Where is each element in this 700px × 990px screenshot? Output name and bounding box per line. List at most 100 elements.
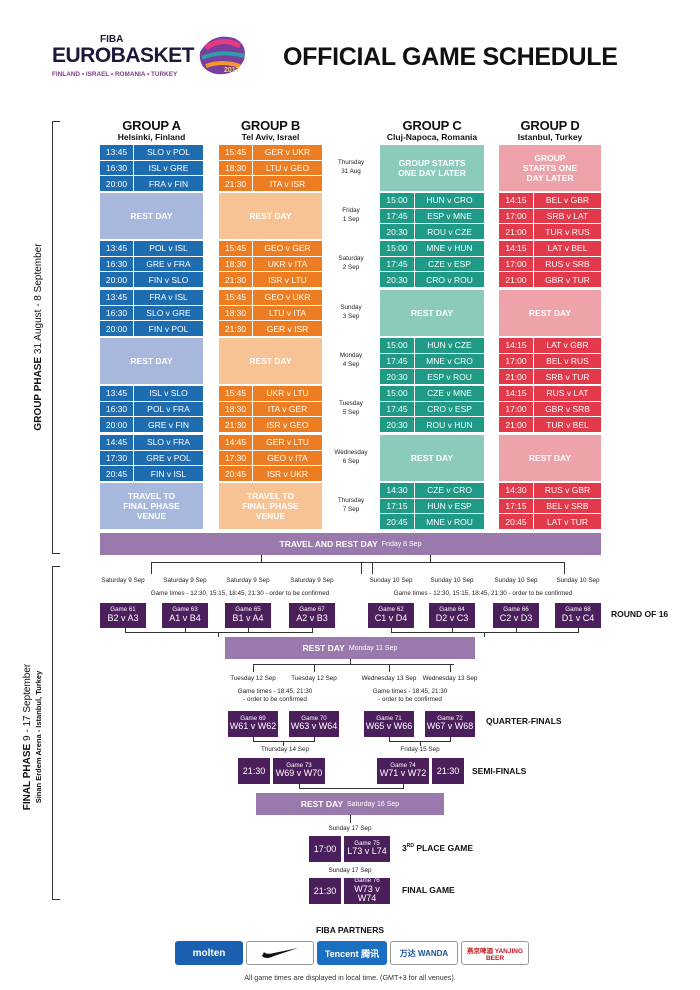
game-match[interactable]: ISL v GRE [134,160,203,176]
bracket-tick [52,553,60,554]
r16-game[interactable]: Game 65 B1 v A4 [225,603,271,628]
game-match[interactable]: ISL v SLO [134,386,203,401]
game-match[interactable]: ISR v LTU [253,272,322,287]
game-match[interactable]: GBR v TUR [534,272,601,287]
final-game-label: FINAL GAME [402,885,455,895]
game-match[interactable]: CRO v ESP [415,401,484,417]
bracket-line [430,555,431,563]
game-match[interactable]: ISR v UKR [253,466,322,481]
game-match[interactable]: ESP v ROU [415,369,484,384]
game-match[interactable]: FIN v ISL [134,466,203,481]
game-match[interactable]: UKR v ITA [253,256,322,272]
game-match[interactable]: POL v ISL [134,241,203,256]
game-match[interactable]: LAT v TUR [534,514,601,529]
final-game[interactable]: Game 76 W73 v W74 [344,877,390,904]
game-match[interactable]: GER v LTU [253,435,322,450]
game-match[interactable]: HUN v ESP [415,498,484,514]
game-match[interactable]: CZE v MNE [415,386,484,401]
day-label: Saturday 2 Sep [338,255,364,271]
game-match[interactable]: SLO v POL [134,145,203,160]
game-match[interactable]: RUS v SRB [534,256,601,272]
game-time: 13:45 [100,386,133,401]
game-match[interactable]: LAT v GBR [534,338,601,353]
game-match[interactable]: ROU v CZE [415,224,484,239]
game-match[interactable]: ESP v MNE [415,208,484,224]
game-time: 16:30 [100,160,133,176]
game-match[interactable]: GEO v GER [253,241,322,256]
qf-game[interactable]: Game 72 W67 v W68 [425,711,475,737]
game-match[interactable]: CZE v CRO [415,483,484,498]
game-time: 14:45 [219,435,252,450]
game-match[interactable]: CZE v ESP [415,256,484,272]
game-match[interactable]: ISR v GEO [253,417,322,432]
final-day: Sunday 17 Sep [328,867,372,874]
game-match[interactable]: FRA v ISL [134,290,203,305]
game-match[interactable]: GRE v FIN [134,417,203,432]
qf-game[interactable]: Game 69 W61 v W62 [228,711,278,737]
game-match[interactable]: ITA v ISR [253,176,322,191]
qf-game[interactable]: Game 70 W63 v W64 [289,711,339,737]
game-match[interactable]: SRB v LAT [534,208,601,224]
game-match[interactable]: TUR v RUS [534,224,601,239]
game-match[interactable]: GBR v SRB [534,401,601,417]
game-match[interactable]: SLO v GRE [134,305,203,321]
game-match[interactable]: HUN v CRO [415,193,484,208]
game-match[interactable]: GEO v ITA [253,450,322,466]
r16-game[interactable]: Game 67 A2 v B3 [289,603,335,628]
qf-game[interactable]: Game 71 W65 v W66 [364,711,414,737]
game-match[interactable]: SRB v TUR [534,369,601,384]
game-match[interactable]: GRE v POL [134,450,203,466]
r16-game[interactable]: Game 68 D1 v C4 [555,603,601,628]
r16-game[interactable]: Game 62 C1 v D4 [368,603,414,628]
game-time: 18:30 [219,160,252,176]
bracket-line [299,788,403,789]
game-match[interactable]: RUS v LAT [534,386,601,401]
bracket-line [361,562,564,563]
bracket-line [312,628,313,633]
game-match[interactable]: LTU v GEO [253,160,322,176]
game-match[interactable]: MNE v HUN [415,241,484,256]
game-match[interactable]: BEL v GBR [534,193,601,208]
game-match[interactable]: BEL v SRB [534,498,601,514]
game-match[interactable]: GEO v UKR [253,290,322,305]
game-time: 13:45 [100,290,133,305]
game-time: 20:30 [380,224,414,239]
game-time: 20:00 [100,272,133,287]
game-match[interactable]: GER v ISR [253,321,322,336]
game-match[interactable]: HUN v CZE [415,338,484,353]
game-match[interactable]: SLO v FRA [134,435,203,450]
game-match[interactable]: POL v FRA [134,401,203,417]
game-match[interactable]: ROU v HUN [415,417,484,432]
game-match[interactable]: MNE v CRO [415,353,484,369]
game-time: 17:00 [499,208,533,224]
basketball-logo-icon: 2017 [199,36,245,75]
game-match[interactable]: FIN v POL [134,321,203,336]
game-match[interactable]: TUR v BEL [534,417,601,432]
game-match[interactable]: FRA v FIN [134,176,203,191]
r16-day: Saturday 9 Sep [290,577,334,584]
game-match[interactable]: FIN v SLO [134,272,203,287]
third-place-game[interactable]: Game 75 L73 v L74 [344,836,390,862]
game-match[interactable]: ITA v GER [253,401,322,417]
r16-game[interactable]: Game 66 C2 v D3 [493,603,539,628]
r16-game[interactable]: Game 61 B2 v A3 [100,603,146,628]
game-match[interactable]: LAT v BEL [534,241,601,256]
sf-game-73[interactable]: Game 73 W69 v W70 [273,758,325,784]
game-time: 18:30 [219,401,252,417]
r16-day: Saturday 9 Sep [163,577,207,584]
bracket-line [450,664,451,672]
game-match[interactable]: RUS v GBR [534,483,601,498]
game-match[interactable]: BEL v RUS [534,353,601,369]
game-match[interactable]: MNE v ROU [415,514,484,529]
r16-game[interactable]: Game 63 A1 v B4 [162,603,208,628]
game-time: 13:45 [100,145,133,160]
sf-game-74[interactable]: Game 74 W71 v W72 [377,758,429,784]
game-match[interactable]: GRE v FRA [134,256,203,272]
game-match[interactable]: LTU v ITA [253,305,322,321]
game-match[interactable]: UKR v LTU [253,386,322,401]
r16-game[interactable]: Game 64 D2 v C3 [429,603,475,628]
day-label: Wednesday 6 Sep [334,449,368,465]
game-match[interactable]: CRO v ROU [415,272,484,287]
game-match[interactable]: GER v UKR [253,145,322,160]
game-time: 17:45 [380,208,414,224]
